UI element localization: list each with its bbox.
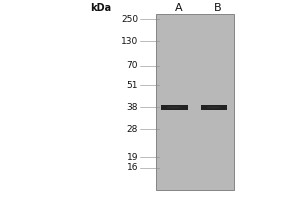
- Text: 70: 70: [127, 62, 138, 71]
- Text: 250: 250: [121, 15, 138, 23]
- Bar: [160, 105, 188, 110]
- Ellipse shape: [207, 106, 221, 108]
- Text: B: B: [214, 3, 221, 13]
- Text: 130: 130: [121, 36, 138, 46]
- Text: 19: 19: [127, 152, 138, 162]
- Text: 28: 28: [127, 124, 138, 134]
- Bar: [156, 14, 234, 190]
- Text: kDa: kDa: [90, 3, 111, 13]
- Ellipse shape: [167, 106, 182, 108]
- Text: 16: 16: [127, 164, 138, 172]
- Text: 38: 38: [127, 102, 138, 112]
- Bar: [201, 105, 226, 110]
- Text: 51: 51: [127, 81, 138, 90]
- Text: A: A: [175, 3, 182, 13]
